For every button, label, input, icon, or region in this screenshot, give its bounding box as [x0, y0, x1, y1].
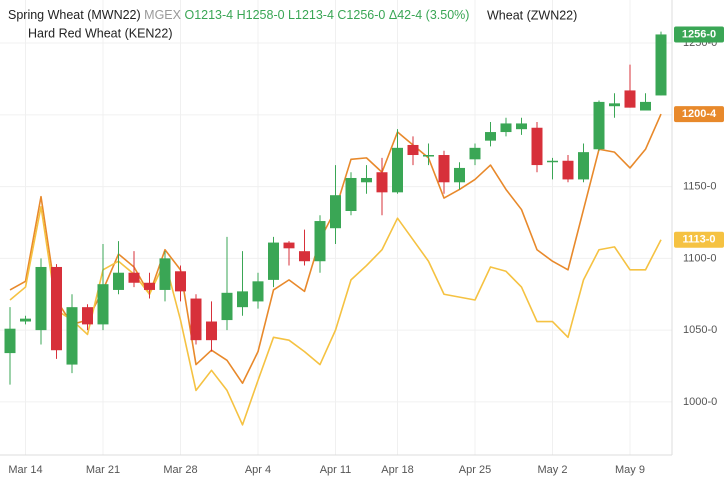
candle-body: [82, 307, 93, 325]
price-badge: [674, 26, 724, 43]
candle-body: [578, 152, 589, 180]
y-tick-label: 1150-0: [683, 180, 716, 192]
candle-body: [361, 177, 372, 183]
candle-body: [485, 132, 496, 141]
candle-body: [314, 221, 326, 262]
x-tick-label: Apr 4: [245, 464, 271, 476]
candle-body: [407, 144, 419, 156]
x-tick-label: Apr 11: [320, 464, 352, 476]
x-tick-label: Mar 28: [163, 464, 197, 476]
candle-body: [593, 101, 605, 150]
price-badge: [674, 106, 724, 123]
x-tick-label: Mar 14: [8, 464, 42, 476]
quote-low: L1213-4: [288, 8, 334, 22]
candle-body: [206, 321, 217, 341]
candle-body: [35, 266, 47, 331]
candle-body: [438, 155, 450, 183]
price-badge-label: 1200-4: [682, 108, 717, 120]
candle-body: [423, 155, 434, 157]
x-tick-label: May 2: [538, 464, 568, 476]
candle-body: [221, 292, 233, 321]
candle-body: [609, 103, 620, 107]
quote-open: O1213-4: [184, 8, 233, 22]
grid: [0, 0, 672, 455]
candle-body: [268, 242, 279, 280]
exchange: MGEX: [144, 8, 181, 22]
price-badge-label: 1256-0: [682, 28, 716, 40]
y-tick-label: 1050-0: [683, 324, 717, 336]
candle-body: [469, 147, 481, 160]
candle-body: [547, 160, 558, 163]
price-badge-label: 1113-0: [682, 234, 715, 246]
candle-body: [283, 242, 295, 249]
candle-body: [190, 298, 202, 341]
quote-change: Δ42-4 (3.50%): [389, 8, 470, 22]
candle-body: [392, 147, 403, 193]
candle-body: [20, 318, 31, 322]
y-tick-label: 1100-0: [683, 252, 716, 264]
candle-body: [175, 271, 186, 292]
candle-body: [252, 281, 264, 302]
legend-entry: Hard Red Wheat (KEN22): [28, 26, 173, 40]
x-tick-label: Apr 25: [459, 464, 491, 476]
candle-body: [128, 272, 140, 283]
price-badge: [674, 231, 724, 248]
legend-entry: Wheat (ZWN22): [487, 8, 577, 22]
y-tick-label: 1000-0: [683, 396, 717, 408]
candle-body: [299, 251, 310, 262]
candle-body: [562, 160, 574, 180]
x-tick-label: May 9: [615, 464, 645, 476]
candle-body: [624, 90, 636, 108]
quote-high: H1258-0: [237, 8, 285, 22]
candle-body: [516, 123, 527, 130]
candle-body: [66, 307, 78, 365]
x-tick-label: Apr 18: [381, 464, 413, 476]
candle-body: [531, 127, 543, 166]
candle-body: [376, 172, 388, 193]
candle-body: [454, 167, 465, 183]
quote-close: C1256-0: [337, 8, 385, 22]
candle-body: [640, 101, 651, 111]
candle-body: [51, 266, 62, 351]
x-tick-label: Mar 21: [86, 464, 120, 476]
instrument-name: Spring Wheat (MWN22): [8, 8, 141, 22]
candle-body: [655, 34, 667, 96]
candle-body: [4, 328, 16, 354]
candle-body: [237, 291, 248, 308]
candle-body: [113, 272, 124, 290]
candle-body: [330, 195, 341, 229]
candle-body: [159, 258, 171, 290]
candle-body: [144, 282, 155, 290]
candle-body: [97, 284, 109, 325]
axes: 1000-01050-01100-01150-01200-01250-0Mar …: [8, 26, 724, 476]
plot-area: [4, 31, 667, 426]
candle-body: [345, 177, 357, 211]
candle-body: [500, 123, 512, 133]
quote-header: Spring Wheat (MWN22) MGEX O1213-4 H1258-…: [8, 8, 469, 22]
